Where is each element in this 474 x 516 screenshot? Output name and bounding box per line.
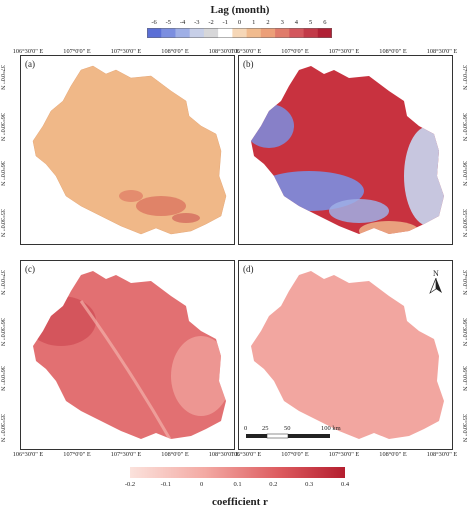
longitude-label: 108°0'0" E [161,451,189,458]
lag-color-cell [303,28,319,38]
lag-color-cell [232,28,247,38]
lag-color-cell [147,28,162,38]
coefficient-tick-label: 0.1 [233,481,242,488]
lag-color-cell [175,28,190,38]
longitude-label: 108°30'0" E [426,48,458,55]
scale-label-25: 25 [262,425,269,432]
longitude-label: 108°0'0" E [379,48,407,55]
lag-tick-label: 2 [266,19,270,26]
lag-legend-title: Lag (month) [210,4,270,16]
longitude-label: 106°30'0" E [12,48,44,55]
latitude-label: 36°0'0" N [461,161,468,186]
longitude-label: 107°0'0" E [63,451,91,458]
lag-tick-label: 4 [294,19,299,26]
panel-d-label: (d) [243,264,254,274]
latitude-label: 35°30'0" N [0,414,6,442]
latitude-label: 37°0'0" N [0,65,6,90]
lag-color-cell [203,28,219,38]
longitude-label: 107°0'0" E [281,451,309,458]
lag-tick-label: -1 [222,19,228,26]
lag-colorbar [147,28,332,38]
panel-b-map [251,66,444,234]
longitude-label: 107°30'0" E [328,451,360,458]
lag-tick-label: -3 [194,19,200,26]
longitude-label: 107°30'0" E [110,48,142,55]
latitude-label: 37°0'0" N [461,65,468,90]
longitude-label: 108°30'0" E [426,451,458,458]
lag-tick-label: 5 [309,19,313,26]
longitude-label: 108°0'0" E [379,451,407,458]
coefficient-tick-label: 0.2 [269,481,278,488]
latitude-label: 36°0'0" N [0,366,6,391]
north-arrow-icon [429,278,442,294]
longitude-label: 108°30'0" E [208,48,240,55]
lag-color-cell [218,28,233,38]
lag-tick-label: -4 [179,19,186,26]
longitude-label: 107°30'0" E [110,451,142,458]
latitude-label: 35°30'0" N [461,209,468,238]
coefficient-colorbar [130,467,345,478]
coefficient-tick-label: 0 [200,481,204,488]
panel-b: (b) [238,55,453,245]
coefficient-tick-label: 0.4 [340,481,350,488]
lag-tick-label: 1 [252,19,256,26]
latitude-label: 36°0'0" N [0,161,6,186]
lag-color-cell [289,28,304,38]
coefficient-tick-label: 0.3 [305,481,314,488]
lag-tick-label: -5 [165,19,172,26]
lag-tick-label: -6 [151,19,157,26]
lag-color-cell [246,28,262,38]
latitude-label: 36°30'0" N [0,113,6,141]
lag-color-cell [189,28,205,38]
longitude-label: 108°30'0" E [208,451,240,458]
coefficient-tick-label: -0.2 [124,481,136,488]
panel-d-map [251,271,444,439]
lag-tick-label: -2 [208,19,214,26]
lag-color-cell [161,28,176,38]
longitude-label: 106°30'0" E [12,451,44,458]
longitude-label: 107°0'0" E [281,48,309,55]
panel-c-map [33,271,226,439]
scale-label-0: 0 [244,425,248,432]
latitude-label: 37°0'0" N [461,270,468,295]
scale-label-100km: 100 km [321,425,341,432]
latitude-label: 37°0'0" N [0,270,6,295]
lag-color-cell [260,28,276,38]
longitude-label: 107°30'0" E [328,48,360,55]
latitude-label: 35°30'0" N [461,414,468,443]
latitude-label: 36°0'0" N [461,366,468,391]
lag-tick-label: 0 [237,19,242,26]
panel-a-label: (a) [25,59,35,69]
panel-a: (a) [20,55,235,245]
panel-b-label: (b) [243,59,254,69]
latitude-label: 35°30'0" N [0,209,6,237]
latitude-label: 36°30'0" N [461,113,468,142]
longitude-label: 106°30'0" E [230,48,262,55]
panel-c: (c) [20,260,235,450]
north-label: N [433,269,439,278]
latitude-label: 36°30'0" N [461,318,468,347]
panel-a-map [32,65,227,235]
longitude-label: 107°0'0" E [63,48,91,55]
scale-bar [246,433,330,439]
latitude-label: 36°30'0" N [0,318,6,346]
lag-tick-label: 3 [280,19,284,26]
lag-tick-label: 6 [323,19,327,26]
coefficient-legend-title: coefficient r [212,496,268,508]
panel-c-label: (c) [25,264,35,274]
longitude-label: 106°30'0" E [230,451,262,458]
coefficient-tick-label: -0.1 [160,481,171,488]
scale-label-50: 50 [284,425,291,432]
panel-b-blue-regions [251,104,444,234]
lag-color-cell [317,28,332,38]
longitude-label: 108°0'0" E [161,48,189,55]
panel-d: (d) N 0 25 50 100 km [238,260,453,450]
lag-color-cell [275,28,290,38]
panel-a-red-patches [119,190,200,223]
